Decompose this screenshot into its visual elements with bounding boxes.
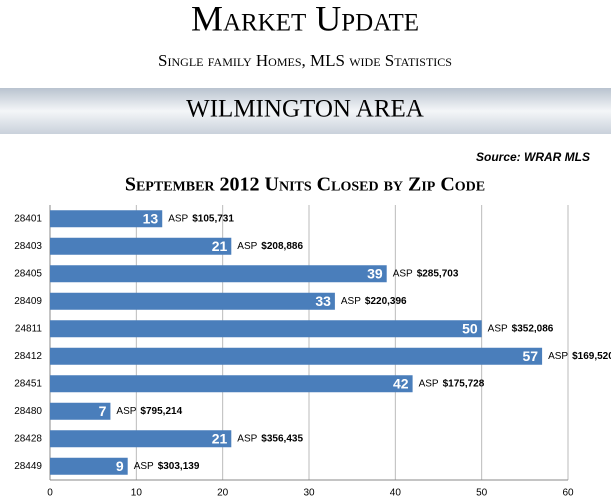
y-tick-label: 28403 [14, 241, 42, 252]
page-title: Market Update [191, 0, 419, 38]
bar-value-label: 9 [116, 458, 124, 474]
y-tick-label: 28412 [14, 351, 42, 362]
asp-value: $356,435 [261, 433, 303, 444]
bar [50, 375, 413, 393]
asp-value: $105,731 [192, 213, 234, 224]
asp-value: $303,139 [158, 461, 200, 472]
bar [50, 320, 482, 338]
x-tick-label: 30 [303, 488, 315, 499]
x-tick-label: 20 [217, 488, 229, 499]
x-tick-label: 10 [131, 488, 143, 499]
bar [50, 402, 111, 420]
bar-value-label: 57 [523, 348, 539, 364]
asp-value: $169,520 [572, 351, 611, 362]
asp-value: $175,728 [443, 378, 485, 389]
bar [50, 210, 163, 228]
asp-prefix: ASP [134, 461, 154, 472]
y-tick-label: 28401 [14, 213, 42, 224]
bar [50, 430, 232, 448]
asp-value: $220,396 [365, 296, 407, 307]
x-tick-label: 50 [476, 488, 488, 499]
source: Source: WRAR MLS [476, 150, 590, 164]
bar-value-label: 33 [315, 293, 331, 309]
banner [0, 88, 611, 134]
y-tick-label: 28405 [14, 268, 42, 279]
page-subtitle: Single family Homes, MLS wide Statistics [158, 51, 452, 70]
asp-prefix: ASP [419, 378, 439, 389]
chart-title: September 2012 Units Closed by Zip Code [125, 174, 485, 196]
bar [50, 347, 543, 365]
y-tick-label: 28449 [14, 461, 42, 472]
bar-value-label: 39 [367, 265, 383, 281]
bar [50, 265, 387, 283]
asp-prefix: ASP [548, 351, 568, 362]
x-tick-label: 0 [47, 488, 53, 499]
x-tick-label: 60 [562, 488, 574, 499]
bar-value-label: 21 [212, 430, 228, 446]
bar-value-label: 42 [393, 375, 409, 391]
bar [50, 237, 232, 255]
asp-value: $352,086 [512, 323, 554, 334]
x-tick-label: 40 [390, 488, 402, 499]
y-tick-label: 28428 [14, 433, 42, 444]
bar-value-label: 50 [462, 320, 478, 336]
asp-prefix: ASP [237, 241, 257, 252]
banner-text: WILMINGTON AREA [186, 96, 424, 123]
y-tick-label: 28451 [14, 378, 42, 389]
asp-value: $285,703 [417, 268, 459, 279]
asp-prefix: ASP [116, 406, 136, 417]
bar-value-label: 21 [212, 238, 228, 254]
asp-prefix: ASP [393, 268, 413, 279]
asp-prefix: ASP [488, 323, 508, 334]
y-tick-label: 24811 [15, 323, 43, 334]
asp-value: $208,886 [261, 241, 303, 252]
asp-prefix: ASP [168, 213, 188, 224]
asp-prefix: ASP [237, 433, 257, 444]
y-tick-label: 28480 [14, 406, 42, 417]
bar-value-label: 7 [99, 403, 107, 419]
y-tick-label: 28409 [14, 296, 42, 307]
bar [50, 457, 128, 475]
bar-value-label: 13 [143, 210, 159, 226]
asp-value: $795,214 [140, 406, 182, 417]
bar [50, 292, 335, 310]
asp-prefix: ASP [341, 296, 361, 307]
